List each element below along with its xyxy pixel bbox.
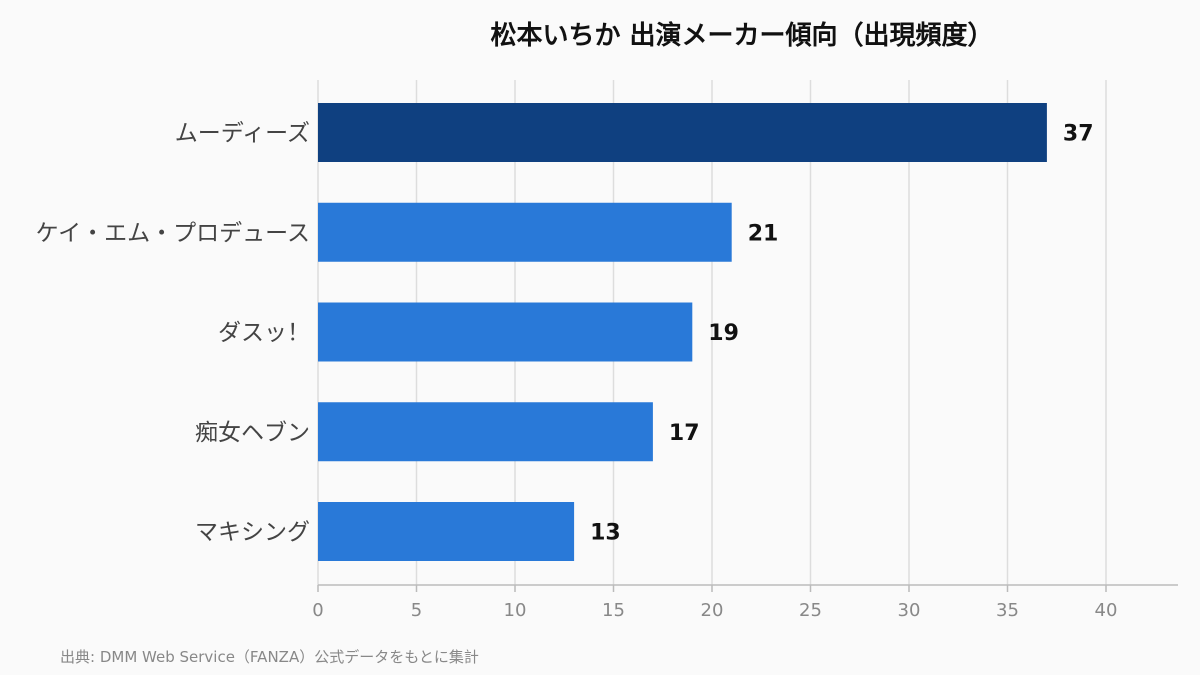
category-label: ケイ・エム・プロデュース bbox=[36, 220, 310, 246]
x-tick-label: 15 bbox=[602, 600, 625, 621]
chart-title: 松本いちか 出演メーカー傾向（出現頻度） bbox=[490, 20, 993, 51]
bar bbox=[318, 202, 732, 262]
x-tick-label: 10 bbox=[504, 600, 527, 621]
bars bbox=[318, 103, 1047, 561]
bar bbox=[318, 402, 653, 462]
bar bbox=[318, 502, 575, 561]
labels: ムーディーズ 37 ケイ・エム・プロデュース 21 ダスッ！ 19 痴女ヘブン 17 マキシング… bbox=[36, 121, 1094, 546]
category-label: ムーディーズ bbox=[175, 121, 310, 147]
x-tick-label: 40 bbox=[1095, 600, 1118, 621]
category-label: 痴女ヘブン bbox=[195, 420, 310, 446]
value-label: 13 bbox=[590, 521, 621, 546]
x-tick-label: 5 bbox=[411, 600, 422, 621]
value-label: 37 bbox=[1063, 122, 1094, 147]
x-tick-label: 30 bbox=[898, 600, 921, 621]
x-axis-ticks: 0 5 10 15 20 25 30 35 40 bbox=[312, 585, 1117, 621]
category-label: マキシング bbox=[195, 520, 310, 546]
value-label: 17 bbox=[669, 421, 700, 446]
bar bbox=[318, 302, 693, 362]
source-note: 出典: DMM Web Service（FANZA）公式データをもとに集計 bbox=[60, 648, 479, 666]
value-label: 21 bbox=[748, 221, 779, 246]
x-tick-label: 35 bbox=[996, 600, 1019, 621]
x-tick-label: 25 bbox=[799, 600, 822, 621]
x-tick-label: 0 bbox=[312, 600, 323, 621]
category-label: ダスッ！ bbox=[218, 320, 310, 346]
bar bbox=[318, 103, 1047, 162]
x-tick-label: 20 bbox=[701, 600, 724, 621]
value-label: 19 bbox=[708, 321, 739, 346]
grid-lines bbox=[317, 80, 1107, 585]
